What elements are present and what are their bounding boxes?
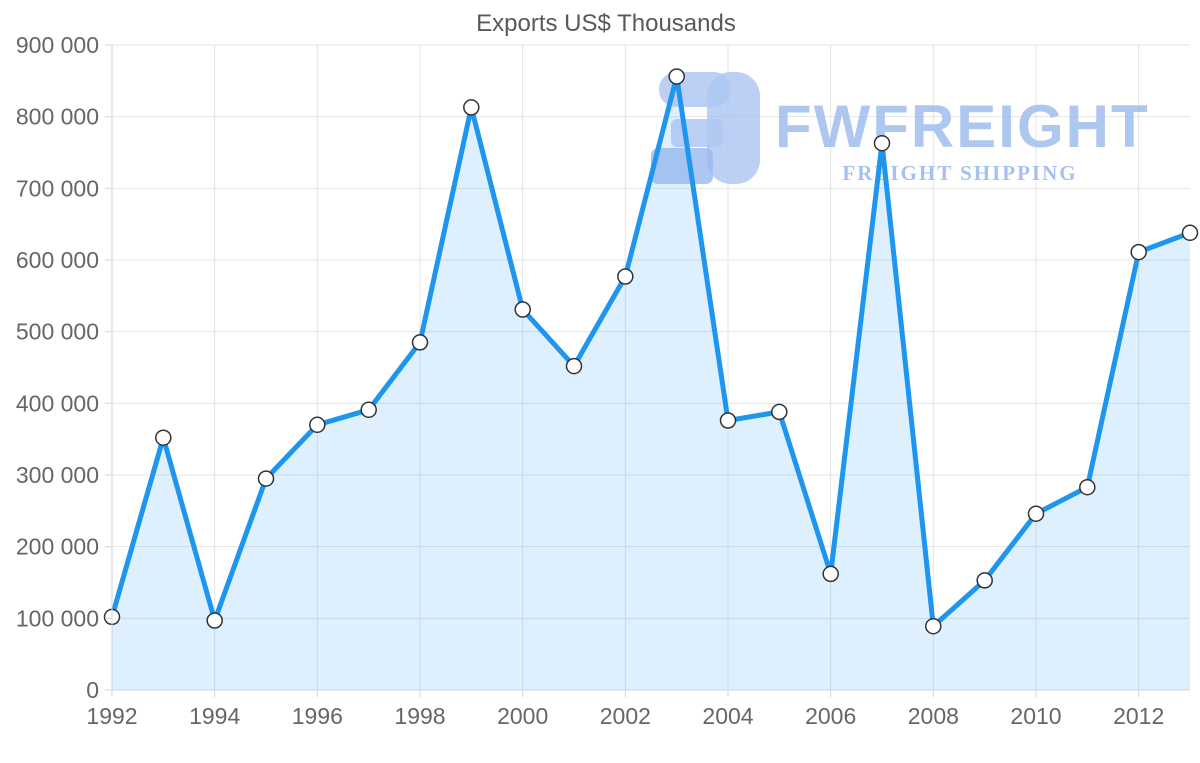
x-axis-label: 2008 <box>908 703 959 729</box>
x-axis-label: 2002 <box>600 703 651 729</box>
area-fill-layer <box>112 76 1190 690</box>
logo-bottom-block <box>651 148 713 184</box>
grid-layer <box>112 44 1190 690</box>
data-point-1998[interactable] <box>411 334 429 351</box>
data-point-2010[interactable] <box>1027 505 1045 522</box>
watermark-brand: FWFREIGHT <box>775 93 1150 160</box>
x-axis-label: 1994 <box>189 703 240 729</box>
watermark: FWFREIGHT FREIGHT SHIPPING <box>651 72 1150 185</box>
data-point-2003[interactable] <box>668 68 685 85</box>
x-axis-label: 2004 <box>702 703 753 729</box>
y-axis-label: 400 000 <box>16 390 99 416</box>
y-axis-label: 300 000 <box>16 462 99 488</box>
y-axis-label: 500 000 <box>16 319 99 345</box>
chart-title: Exports US$ Thousands <box>476 10 736 37</box>
y-axis-label: 0 <box>86 677 99 703</box>
data-point-1997[interactable] <box>360 401 377 419</box>
data-point-2001[interactable] <box>565 357 583 375</box>
data-point-2007[interactable] <box>873 134 891 152</box>
data-point-2009[interactable] <box>976 572 993 589</box>
data-point-2012[interactable] <box>1130 243 1147 261</box>
x-axis-label: 1992 <box>86 703 137 729</box>
data-point-2004[interactable] <box>719 412 737 429</box>
data-point-2011[interactable] <box>1079 478 1096 496</box>
y-axis-label: 100 000 <box>16 605 99 631</box>
axis-layer: 0 100 000 200 000 300 000 400 000 500 000 600 … <box>16 32 1190 729</box>
x-axis-label: 2010 <box>1010 703 1061 729</box>
data-point-1995[interactable] <box>257 470 275 487</box>
line-layer <box>103 68 1199 635</box>
series-line <box>109 74 1193 629</box>
data-point-1999[interactable] <box>463 99 480 116</box>
y-axis-label: 800 000 <box>16 104 99 130</box>
data-point-2006[interactable] <box>822 565 839 583</box>
y-axis-label: 200 000 <box>16 534 99 560</box>
data-point-2005[interactable] <box>771 403 788 421</box>
data-point-2000[interactable] <box>514 301 531 318</box>
data-point-2013[interactable] <box>1181 224 1199 242</box>
logo-mid-bar <box>671 119 723 147</box>
x-axis-label: 1996 <box>292 703 343 729</box>
y-axis-label: 600 000 <box>16 247 99 273</box>
data-point-1994[interactable] <box>206 612 223 629</box>
data-point-1993[interactable] <box>155 429 172 446</box>
y-axis-label: 900 000 <box>16 32 99 58</box>
data-point-2002[interactable] <box>617 268 634 285</box>
x-axis-label: 2012 <box>1113 703 1164 729</box>
y-axis-label: 700 000 <box>16 175 99 201</box>
data-point-1996[interactable] <box>309 416 326 434</box>
data-point-2008[interactable] <box>925 617 942 635</box>
x-axis-label: 2006 <box>805 703 856 729</box>
series-area-fill <box>112 76 1190 690</box>
x-axis-label: 2000 <box>497 703 548 729</box>
x-axis-label: 1998 <box>394 703 445 729</box>
